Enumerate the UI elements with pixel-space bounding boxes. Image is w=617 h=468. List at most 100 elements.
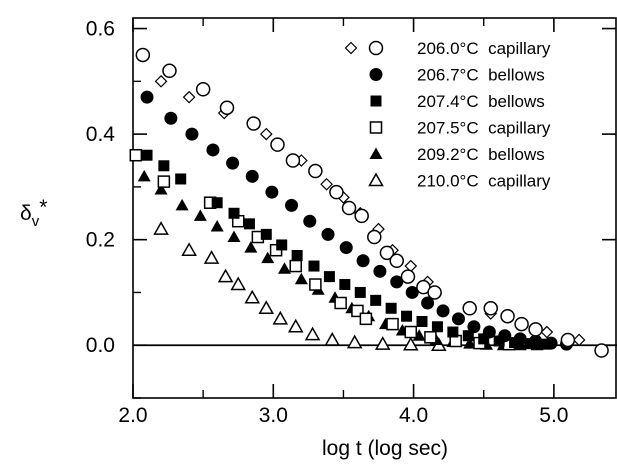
series-0 xyxy=(135,47,609,358)
data-point xyxy=(217,268,234,283)
x-tick-label: 5.0 xyxy=(539,404,568,427)
data-point xyxy=(228,207,240,219)
data-point xyxy=(158,160,170,172)
data-point xyxy=(246,116,261,131)
data-point xyxy=(354,208,369,224)
legend-item: 207.5°C capillary xyxy=(369,119,551,138)
data-point xyxy=(244,241,258,253)
legend-item: 209.2°C bellows xyxy=(369,145,545,164)
data-point xyxy=(354,286,366,298)
y-axis-label-sub: v xyxy=(32,213,40,230)
data-point xyxy=(206,143,220,157)
data-point xyxy=(390,275,404,289)
data-point xyxy=(385,302,397,314)
data-point xyxy=(258,300,275,315)
data-point xyxy=(324,331,340,346)
legend-label: 209.2°C bellows xyxy=(417,145,545,164)
data-point xyxy=(195,82,211,97)
data-point xyxy=(153,221,169,235)
series-206-0-diamond-points xyxy=(154,74,586,347)
data-point xyxy=(462,330,474,342)
data-point xyxy=(193,209,207,221)
data-point xyxy=(181,242,197,256)
data-point xyxy=(285,153,301,168)
data-point xyxy=(421,296,435,310)
data-point xyxy=(226,156,240,170)
data-point xyxy=(334,296,347,310)
data-point xyxy=(137,169,151,182)
data-point xyxy=(389,253,404,269)
data-point xyxy=(373,264,387,278)
data-point xyxy=(374,336,391,350)
data-point xyxy=(323,271,335,283)
legend-label: 206.0°C capillary xyxy=(417,39,551,58)
data-point-diamond xyxy=(259,127,273,141)
data-point xyxy=(244,289,261,304)
data-point xyxy=(405,285,419,299)
data-point xyxy=(482,325,496,339)
tick-labels: 2.0 3.0 4.0 5.0 0.0 0.2 0.4 0.6 xyxy=(86,18,569,427)
legend-marker xyxy=(368,40,384,56)
data-point xyxy=(339,279,351,291)
x-tick-label: 3.0 xyxy=(259,404,288,427)
axis-ticks xyxy=(132,18,616,399)
series-5 xyxy=(153,221,447,351)
data-point xyxy=(424,331,437,344)
legend-marker xyxy=(369,68,383,81)
legend-marker xyxy=(368,172,384,187)
data-point-diamond xyxy=(320,177,333,191)
data-point xyxy=(211,197,223,209)
data-point xyxy=(154,183,168,195)
data-point xyxy=(339,241,353,255)
x-tick-label: 4.0 xyxy=(399,404,428,427)
data-point xyxy=(261,251,275,264)
data-point xyxy=(401,310,413,322)
y-axis-label-sup: * xyxy=(39,196,47,219)
data-point xyxy=(308,163,323,179)
data-point xyxy=(346,334,363,349)
data-point xyxy=(227,230,241,243)
data-point xyxy=(230,276,247,291)
x-tick-label: 2.0 xyxy=(118,404,147,427)
y-tick-label: 0.0 xyxy=(86,334,115,357)
data-point xyxy=(370,294,382,306)
data-point xyxy=(321,227,335,241)
data-point xyxy=(467,320,481,334)
data-point xyxy=(400,269,416,284)
data-point xyxy=(560,332,576,348)
data-point xyxy=(272,310,289,325)
data-point xyxy=(351,304,364,318)
data-point xyxy=(210,219,224,232)
plot-border xyxy=(132,17,617,399)
data-point xyxy=(427,285,442,300)
data-point xyxy=(175,173,187,185)
data-point xyxy=(203,250,220,264)
data-point xyxy=(529,334,543,348)
data-point xyxy=(356,254,370,268)
data-point xyxy=(594,343,609,358)
data-point xyxy=(431,321,443,333)
data-point xyxy=(291,250,303,261)
data-point xyxy=(402,336,419,351)
data-point xyxy=(500,308,515,324)
data-point xyxy=(483,301,498,316)
y-tick-label: 0.4 xyxy=(86,123,116,146)
data-point xyxy=(436,304,450,318)
data-point-diamond xyxy=(154,74,168,88)
data-point xyxy=(289,259,302,273)
legend-item: 206.7°C bellows xyxy=(369,66,545,85)
legend-label: 207.5°C capillary xyxy=(417,119,551,138)
data-point xyxy=(386,317,399,331)
data-point xyxy=(285,198,299,212)
data-point xyxy=(287,318,304,333)
data-point xyxy=(462,301,477,316)
y-axis-label: δv* xyxy=(20,196,47,230)
y-axis-label-main: δ xyxy=(20,202,32,225)
data-point xyxy=(308,260,320,272)
y-tick-label: 0.6 xyxy=(86,18,115,41)
data-point-diamond xyxy=(182,90,196,104)
legend-label: 207.4°C bellows xyxy=(417,92,545,111)
data-point xyxy=(544,336,558,350)
legend: 206.0°C capillary 206.7°C bellows 207.4°C … xyxy=(344,39,551,191)
data-point xyxy=(509,337,521,349)
